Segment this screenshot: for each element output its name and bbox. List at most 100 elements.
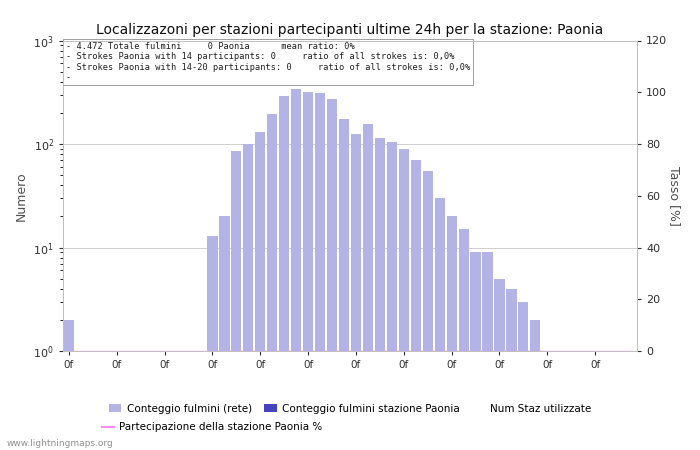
Bar [614, 351, 624, 450]
Bar [267, 114, 277, 450]
Bar [219, 216, 230, 450]
Bar [172, 351, 182, 450]
Bar [542, 351, 552, 450]
Bar [291, 351, 301, 450]
Bar [112, 351, 122, 450]
Bar [160, 351, 169, 450]
Bar [339, 351, 349, 450]
Bar [566, 351, 576, 450]
Bar [172, 351, 182, 450]
Bar [506, 351, 517, 450]
Bar [447, 351, 456, 450]
Title: Localizzazoni per stazioni partecipanti ultime 24h per la stazione: Paonia: Localizzazoni per stazioni partecipanti … [97, 22, 603, 36]
Bar [387, 142, 397, 450]
Bar [327, 351, 337, 450]
Bar [411, 351, 421, 450]
Bar [160, 351, 169, 450]
Bar [470, 252, 481, 450]
Bar [88, 351, 98, 450]
Bar [279, 96, 289, 450]
Bar [458, 351, 469, 450]
Bar [482, 252, 493, 450]
Bar [339, 119, 349, 450]
Bar [531, 351, 540, 450]
Bar [219, 351, 230, 450]
Bar [303, 351, 313, 450]
Bar [590, 351, 600, 450]
Bar [124, 351, 134, 450]
Bar [578, 351, 588, 450]
Bar [231, 151, 241, 450]
Bar [136, 351, 146, 450]
Bar [531, 320, 540, 450]
Bar [291, 89, 301, 450]
Bar [614, 351, 624, 450]
Bar [76, 351, 86, 450]
Bar [399, 351, 409, 450]
Bar [124, 351, 134, 450]
Bar [231, 351, 241, 450]
Bar [506, 289, 517, 450]
Bar [435, 198, 444, 450]
Bar [458, 229, 469, 450]
Bar [518, 351, 528, 450]
Bar [566, 351, 576, 450]
Bar [267, 351, 277, 450]
Bar [351, 351, 361, 450]
Bar [148, 351, 158, 450]
Bar [88, 351, 98, 450]
Bar [374, 138, 385, 450]
Bar [387, 351, 397, 450]
Y-axis label: Tasso [%]: Tasso [%] [668, 166, 681, 226]
Bar [195, 351, 206, 450]
Bar [195, 351, 206, 450]
Text: www.lightningmaps.org: www.lightningmaps.org [7, 439, 113, 448]
Bar [423, 351, 433, 450]
Bar [183, 351, 194, 450]
Bar [363, 124, 373, 450]
Bar [100, 351, 110, 450]
Bar [542, 351, 552, 450]
Bar [363, 351, 373, 450]
Bar [602, 351, 612, 450]
Bar [64, 320, 74, 450]
Bar [148, 351, 158, 450]
Bar [112, 351, 122, 450]
Bar [470, 351, 481, 450]
Bar [399, 149, 409, 450]
Bar [602, 351, 612, 450]
Bar [626, 351, 636, 450]
Bar [554, 351, 564, 450]
Text: - 4.472 Totale fulmini     0 Paonia      mean ratio: 0%
- Strokes Paonia with 14: - 4.472 Totale fulmini 0 Paonia mean rat… [66, 42, 470, 82]
Bar [315, 351, 326, 450]
Bar [315, 93, 326, 450]
Bar [244, 351, 253, 450]
Bar [626, 351, 636, 450]
Bar [494, 279, 505, 450]
Bar [374, 351, 385, 450]
Legend: Partecipazione della stazione Paonia %: Partecipazione della stazione Paonia % [97, 418, 327, 436]
Bar [423, 171, 433, 450]
Bar [256, 132, 265, 450]
Bar [590, 351, 600, 450]
Bar [244, 144, 253, 450]
Bar [76, 351, 86, 450]
Bar [327, 99, 337, 450]
Bar [207, 236, 218, 450]
Bar [303, 92, 313, 450]
Bar [183, 351, 194, 450]
Bar [554, 351, 564, 450]
Bar [578, 351, 588, 450]
Bar [518, 302, 528, 450]
Bar [256, 351, 265, 450]
Bar [100, 351, 110, 450]
Bar [482, 351, 493, 450]
Bar [136, 351, 146, 450]
Bar [494, 351, 505, 450]
Bar [279, 351, 289, 450]
Bar [435, 351, 444, 450]
Bar [447, 216, 456, 450]
Bar [411, 160, 421, 450]
Y-axis label: Numero: Numero [15, 171, 28, 220]
Bar [207, 351, 218, 450]
